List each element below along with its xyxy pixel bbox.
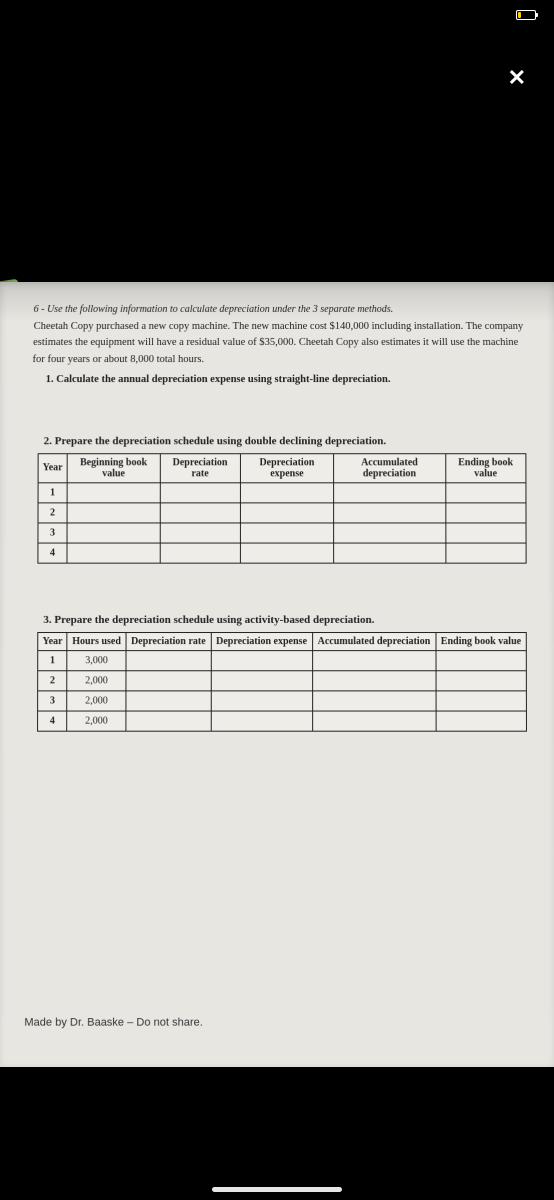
- table-cell: [240, 543, 334, 563]
- table-cell: [67, 503, 160, 523]
- status-bar: [516, 10, 536, 20]
- table-cell: 1: [38, 650, 68, 670]
- table-cell: [67, 543, 160, 563]
- col-end-bv: Ending book value: [436, 632, 527, 650]
- table-cell: [240, 523, 334, 543]
- table-row: 2: [38, 503, 526, 523]
- table-header-row: Year Hours used Depreciation rate Deprec…: [38, 632, 527, 650]
- col-hours: Hours used: [67, 632, 126, 650]
- table-cell: [436, 671, 527, 691]
- table-cell: [334, 483, 446, 503]
- table-cell: [211, 650, 312, 670]
- col-year: Year: [38, 454, 67, 483]
- footer-text: Made by Dr. Baaske – Do not share.: [24, 1017, 202, 1029]
- table-activity-based: Year Hours used Depreciation rate Deprec…: [37, 632, 527, 732]
- table-cell: 4: [38, 711, 68, 731]
- table-cell: [334, 503, 446, 523]
- table-cell: [240, 503, 334, 523]
- table-cell: [312, 671, 435, 691]
- table-cell: [312, 711, 436, 731]
- col-acc-dep: Accumulated depreciation: [334, 454, 446, 483]
- question-1: 1. Calculate the annual depreciation exp…: [46, 374, 531, 385]
- col-begin-bv: Beginning book value: [67, 454, 160, 483]
- table-cell: [160, 543, 240, 563]
- table-cell: [160, 483, 240, 503]
- home-indicator[interactable]: [212, 1187, 342, 1192]
- table-cell: [67, 523, 160, 543]
- table-cell: [436, 650, 527, 670]
- table-cell: 2,000: [67, 711, 126, 731]
- table-cell: [436, 691, 527, 711]
- close-button[interactable]: ✕: [508, 65, 526, 91]
- table-cell: [445, 483, 526, 503]
- table-cell: [436, 711, 527, 731]
- problem-body: Cheetah Copy purchased a new copy machin…: [32, 319, 532, 368]
- table-cell: [312, 691, 435, 711]
- table-cell: 3: [38, 523, 67, 543]
- table-cell: [334, 543, 446, 563]
- table-cell: [211, 671, 312, 691]
- table-cell: [312, 650, 435, 670]
- table-row: 3: [38, 523, 526, 543]
- table-cell: [160, 523, 240, 543]
- table-cell: [334, 523, 446, 543]
- table-cell: 3,000: [67, 650, 126, 670]
- table-row: 42,000: [38, 711, 527, 731]
- table-header-row: Year Beginning book value Depreciation r…: [38, 454, 526, 483]
- table-row: 13,000: [38, 650, 527, 670]
- col-year: Year: [38, 632, 68, 650]
- table-cell: 2: [38, 671, 68, 691]
- table-cell: [445, 543, 526, 563]
- table-cell: [126, 671, 211, 691]
- question-2: 2. Prepare the depreciation schedule usi…: [44, 435, 531, 447]
- table-cell: 1: [38, 483, 67, 503]
- table-cell: [126, 650, 211, 670]
- table-cell: [126, 711, 211, 731]
- table-row: 4: [38, 543, 526, 563]
- document-page: 6 - Use the following information to cal…: [0, 282, 554, 1067]
- col-dep-exp: Depreciation expense: [211, 632, 312, 650]
- table-cell: [211, 691, 312, 711]
- table-cell: [160, 503, 240, 523]
- intro-text: 6 - Use the following information to cal…: [33, 302, 530, 317]
- battery-fill: [518, 12, 521, 18]
- table-row: 22,000: [38, 671, 527, 691]
- table-cell: [67, 483, 160, 503]
- table-row: 32,000: [38, 691, 527, 711]
- col-acc-dep: Accumulated depreciation: [312, 632, 435, 650]
- col-dep-rate: Depreciation rate: [160, 454, 240, 483]
- table-cell: [445, 523, 526, 543]
- table-cell: [126, 691, 211, 711]
- col-dep-exp: Depreciation expense: [240, 454, 333, 483]
- table-cell: 2,000: [67, 691, 126, 711]
- table-cell: 2,000: [67, 671, 126, 691]
- table-double-declining: Year Beginning book value Depreciation r…: [37, 453, 526, 563]
- battery-icon: [516, 10, 536, 20]
- table-cell: 2: [38, 503, 67, 523]
- table-cell: 3: [38, 691, 68, 711]
- table-cell: [445, 503, 526, 523]
- table-row: 1: [38, 483, 526, 503]
- question-3: 3. Prepare the depreciation schedule usi…: [43, 614, 530, 626]
- table-cell: [211, 711, 312, 731]
- col-end-bv: Ending book value: [445, 454, 526, 483]
- table-cell: [240, 483, 334, 503]
- col-dep-rate: Depreciation rate: [126, 632, 211, 650]
- table-cell: 4: [38, 543, 67, 563]
